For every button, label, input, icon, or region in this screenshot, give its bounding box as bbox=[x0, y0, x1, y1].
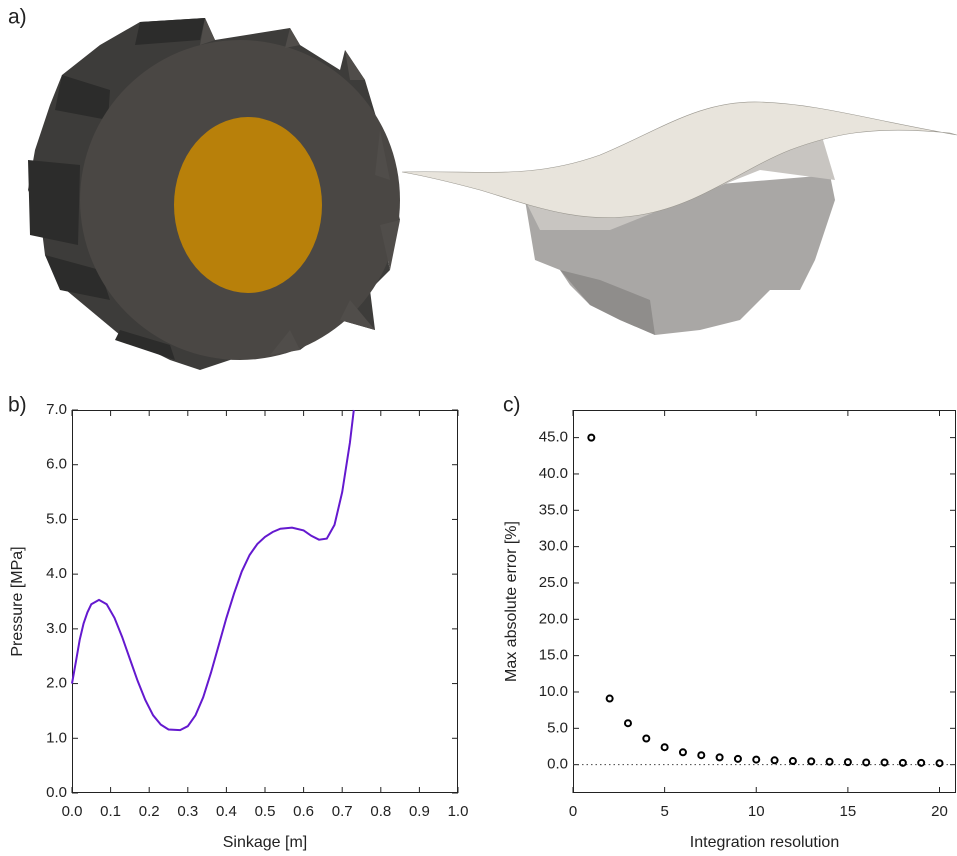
data-point bbox=[808, 758, 814, 764]
data-point bbox=[882, 759, 888, 765]
y-tick-label: 5.0 bbox=[547, 719, 568, 736]
y-tick-label: 0.0 bbox=[46, 784, 67, 801]
x-tick-label: 5 bbox=[660, 803, 668, 820]
x-tick-label: 0.7 bbox=[332, 803, 353, 820]
panel-label: c) bbox=[503, 394, 521, 417]
y-tick-label: 15.0 bbox=[539, 647, 568, 664]
figure: a) b) 0.0 0.1 0.2 0.3 0.4 0.5 0.6 0.7 0.8 0.9 1.0 0.… bbox=[0, 0, 957, 856]
data-line bbox=[72, 410, 354, 730]
data-point bbox=[662, 744, 668, 750]
y-tick-label: 20.0 bbox=[539, 610, 568, 627]
tire-render bbox=[28, 18, 400, 370]
x-tick-label: 0.3 bbox=[177, 803, 198, 820]
y-tick-label: 0.0 bbox=[547, 756, 568, 773]
data-point bbox=[900, 760, 906, 766]
data-point bbox=[588, 435, 594, 441]
x-tick-label: 0.6 bbox=[293, 803, 314, 820]
y-tick-label: 25.0 bbox=[539, 574, 568, 591]
y-tick-label: 3.0 bbox=[46, 620, 67, 637]
y-tick-label: 7.0 bbox=[46, 401, 67, 418]
y-tick-label: 30.0 bbox=[539, 538, 568, 555]
y-tick-label: 4.0 bbox=[46, 565, 67, 582]
x-tick-label: 10 bbox=[748, 803, 765, 820]
data-point bbox=[790, 758, 796, 764]
y-tick-label: 45.0 bbox=[539, 429, 568, 446]
data-point bbox=[827, 759, 833, 765]
data-point bbox=[625, 720, 631, 726]
data-point bbox=[863, 759, 869, 765]
data-point bbox=[753, 757, 759, 763]
x-tick-label: 0 bbox=[569, 803, 577, 820]
y-tick-label: 5.0 bbox=[46, 510, 67, 527]
page: {"figure": {"panel_a_label": "a)"}, "cha… bbox=[0, 0, 957, 856]
data-point bbox=[772, 757, 778, 763]
y-tick-label: 40.0 bbox=[539, 465, 568, 482]
data-point bbox=[643, 735, 649, 741]
y-axis-title: Max absolute error [%] bbox=[503, 521, 520, 682]
x-tick-label: 0.8 bbox=[370, 803, 391, 820]
terrain-render bbox=[402, 102, 957, 335]
data-point bbox=[937, 760, 943, 766]
x-tick-label: 0.0 bbox=[62, 803, 83, 820]
panel-label: a) bbox=[8, 6, 27, 29]
x-tick-label: 15 bbox=[840, 803, 857, 820]
y-tick-label: 2.0 bbox=[46, 675, 67, 692]
data-point bbox=[735, 756, 741, 762]
data-point bbox=[717, 754, 723, 760]
y-tick-label: 35.0 bbox=[539, 501, 568, 518]
data-point bbox=[698, 752, 704, 758]
x-tick-label: 0.2 bbox=[139, 803, 160, 820]
plot-frame bbox=[73, 411, 458, 793]
x-tick-label: 1.0 bbox=[448, 803, 469, 820]
y-tick-label: 1.0 bbox=[46, 729, 67, 746]
x-tick-label: 0.1 bbox=[100, 803, 121, 820]
data-point bbox=[607, 696, 613, 702]
plot-frame bbox=[574, 411, 956, 793]
x-axis-title: Sinkage [m] bbox=[223, 834, 307, 851]
x-tick-label: 0.5 bbox=[255, 803, 276, 820]
x-tick-label: 0.9 bbox=[409, 803, 430, 820]
y-tick-label: 10.0 bbox=[539, 683, 568, 700]
data-point bbox=[918, 760, 924, 766]
data-point bbox=[845, 759, 851, 765]
data-point bbox=[680, 749, 686, 755]
panel-label: b) bbox=[8, 394, 27, 417]
x-tick-label: 20 bbox=[931, 803, 948, 820]
x-axis-title: Integration resolution bbox=[690, 834, 839, 851]
x-tick-label: 0.4 bbox=[216, 803, 237, 820]
y-axis-title: Pressure [MPa] bbox=[9, 546, 26, 656]
y-tick-label: 6.0 bbox=[46, 456, 67, 473]
